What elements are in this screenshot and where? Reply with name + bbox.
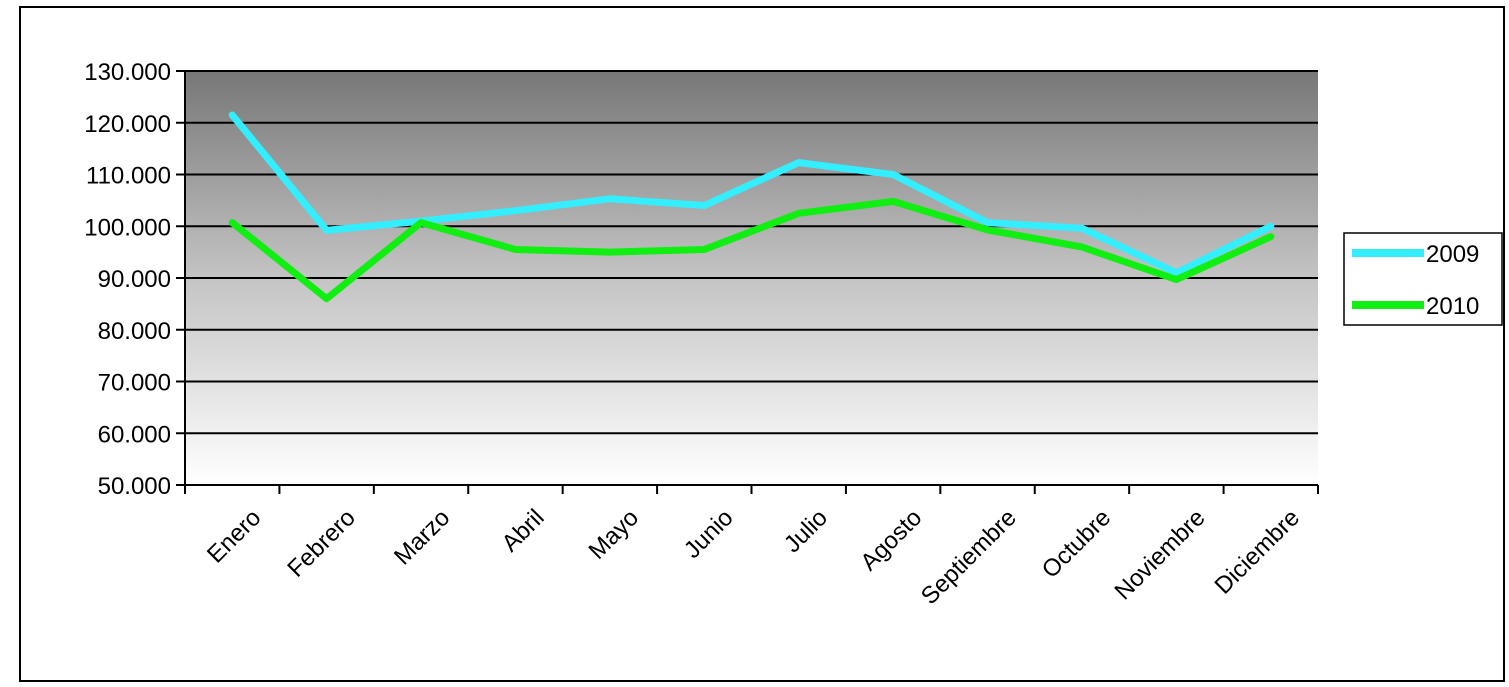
data-point-2009 [703, 205, 705, 207]
series-line-2010 [228, 197, 1275, 303]
y-tick-label: 130.000 [84, 59, 171, 86]
data-point-2010 [1081, 246, 1083, 248]
x-tick-label: Agosto [855, 504, 927, 576]
x-tick-label: Octubre [1037, 504, 1116, 583]
data-point-2010 [231, 222, 233, 224]
x-tick-label: Mayo [584, 504, 645, 565]
y-tick-label: 50.000 [98, 473, 171, 500]
data-point-2010 [703, 249, 705, 251]
data-point-2009 [987, 222, 989, 224]
data-point-2009 [1175, 272, 1177, 274]
data-point-2009 [1270, 225, 1272, 227]
y-tick-label: 120.000 [84, 111, 171, 138]
x-tick-label: Diciembre [1210, 504, 1305, 599]
data-point-2009 [798, 162, 800, 164]
x-tick-label: Noviembre [1109, 504, 1210, 605]
grid-lines [185, 70, 1318, 435]
y-tick-label: 100.000 [84, 214, 171, 241]
data-point-2009 [514, 210, 516, 212]
y-tick-label: 70.000 [98, 370, 171, 397]
y-tick-label: 90.000 [98, 266, 171, 293]
data-point-2010 [798, 212, 800, 214]
x-tick-label: Enero [202, 504, 266, 568]
data-point-2009 [1081, 227, 1083, 229]
legend-label-2009: 2009 [1426, 241, 1479, 268]
data-point-2010 [987, 229, 989, 231]
legend-label-2010: 2010 [1426, 293, 1479, 320]
data-point-2010 [420, 222, 422, 224]
data-point-2009 [892, 174, 894, 175]
data-point-2010 [609, 251, 611, 253]
x-tick-label: Abril [497, 504, 550, 557]
y-axis-ticks: 50.000 60.000 70.000 80.000 90.000 100.000 110… [84, 59, 185, 500]
x-tick-label: Junio [679, 504, 739, 564]
x-tick-label: Julio [779, 504, 833, 558]
y-tick-label: 60.000 [98, 421, 171, 448]
legend-box [1343, 232, 1503, 326]
data-point-2010 [514, 249, 516, 251]
data-point-2010 [892, 200, 894, 202]
x-tick-label: Febrero [282, 504, 361, 583]
x-tick-label: Septiembre [916, 504, 1022, 610]
data-point-2010 [326, 298, 328, 300]
data-point-2009 [231, 114, 233, 116]
legend: 2009 2010 [1343, 232, 1503, 326]
data-point-2010 [1270, 236, 1272, 238]
data-point-2010 [1175, 279, 1177, 281]
series-line-2009 [228, 111, 1275, 277]
data-point-2009 [609, 198, 611, 200]
y-tick-label: 80.000 [98, 318, 171, 345]
x-axis-ticks: Enero Febrero Marzo Abril Mayo Junio Julio Agos… [184, 485, 1319, 610]
data-point-2009 [326, 229, 328, 231]
y-tick-label: 110.000 [86, 163, 171, 190]
series-lines [228, 111, 1275, 303]
x-tick-label: Marzo [389, 504, 455, 570]
